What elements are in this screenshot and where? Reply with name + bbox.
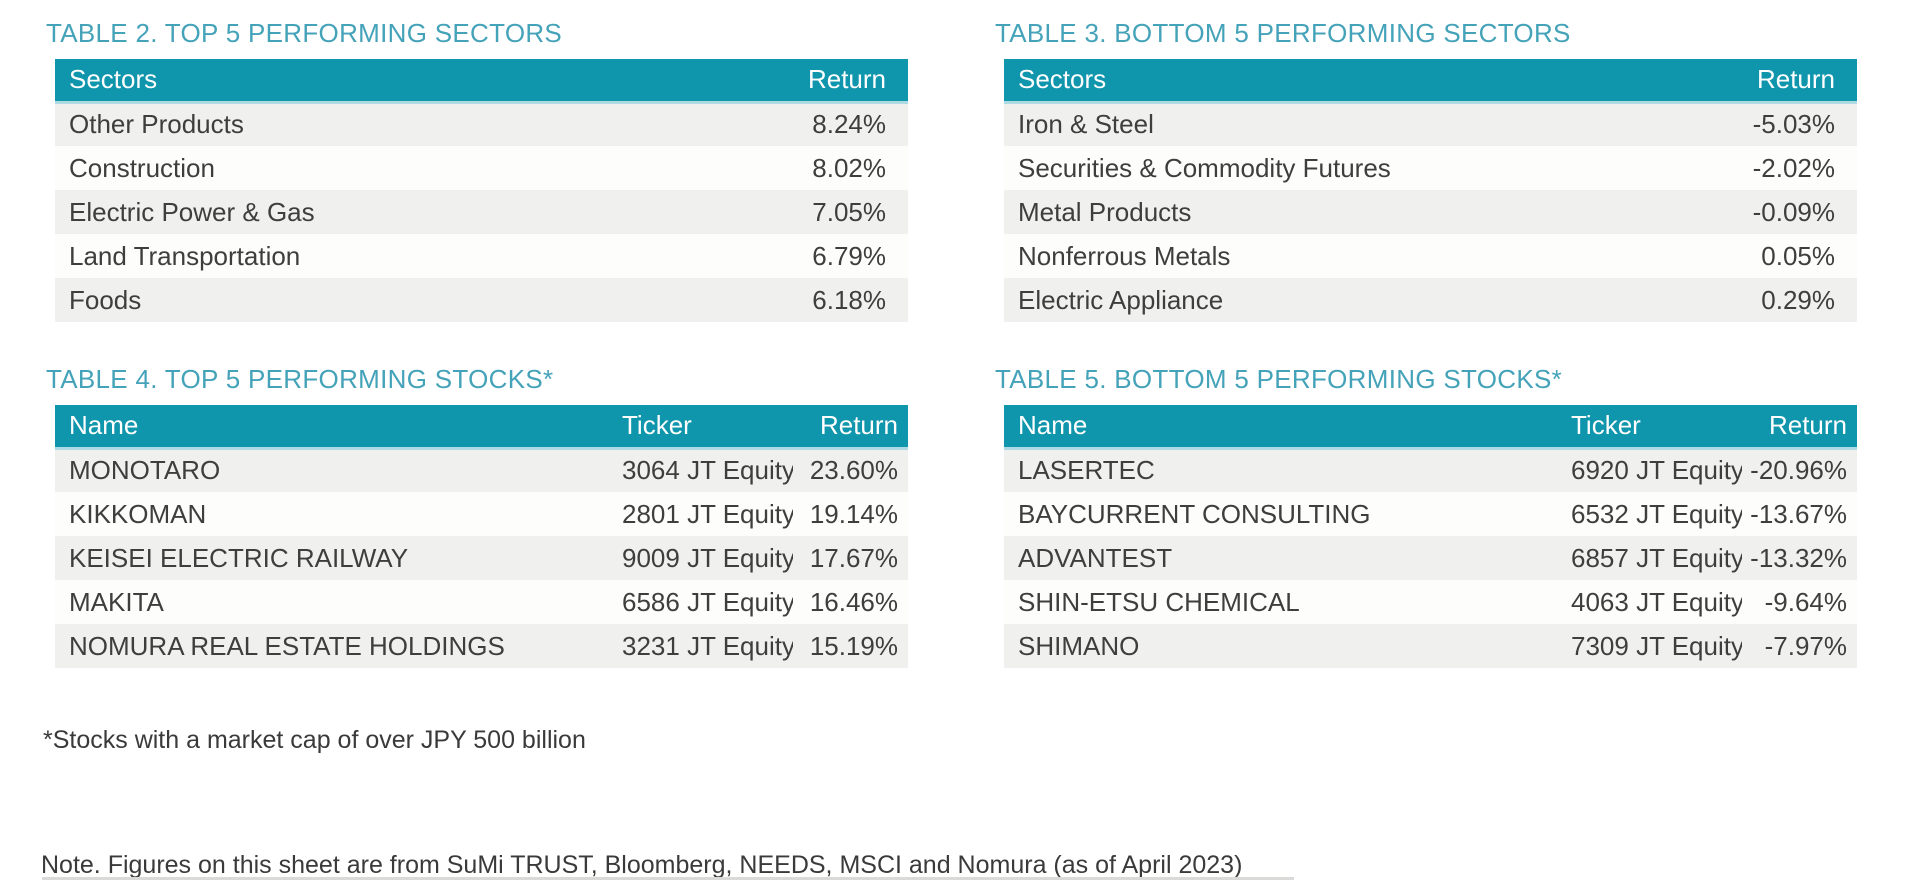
return-cell: -7.97%	[1764, 630, 1847, 661]
return-cell: -13.32%	[1750, 542, 1847, 573]
table-row: Other Products 8.24%	[55, 102, 908, 146]
return-cell: 23.60%	[809, 455, 898, 486]
table-row: KIKKOMAN 2801 JT Equity 19.14%	[55, 492, 908, 536]
ticker-cell: 2801 JT Equity	[622, 498, 793, 529]
sector-cell: Other Products	[69, 109, 244, 140]
table-header-row: Sectors Return	[1004, 59, 1857, 104]
return-cell: 0.05%	[1761, 240, 1835, 271]
ticker-cell: 6532 JT Equity	[1571, 498, 1742, 529]
column-header-name: Name	[1004, 405, 1557, 450]
return-cell: -13.67%	[1750, 498, 1847, 529]
column-header-return: Return	[1742, 405, 1857, 450]
table-row: KEISEI ELECTRIC RAILWAY 9009 JT Equity 1…	[55, 536, 908, 580]
ticker-cell: 6586 JT Equity	[622, 586, 793, 617]
name-cell: LASERTEC	[1018, 455, 1155, 486]
sector-cell: Electric Appliance	[1018, 284, 1224, 315]
table-row: MAKITA 6586 JT Equity 16.46%	[55, 580, 908, 624]
name-cell: SHIN-ETSU CHEMICAL	[1018, 586, 1300, 617]
table2-grid: Sectors Return Other Products 8.24% Cons…	[55, 59, 908, 322]
table2-top-sectors: TABLE 2. TOP 5 PERFORMING SECTORS Sector…	[46, 18, 912, 322]
table4-grid: Name Ticker Return MONOTARO 3064 JT Equi…	[55, 405, 908, 668]
name-cell: NOMURA REAL ESTATE HOLDINGS	[69, 630, 505, 661]
name-cell: KIKKOMAN	[69, 498, 207, 529]
table-header-row: Sectors Return	[55, 59, 908, 104]
table3-grid: Sectors Return Iron & Steel -5.03% Secur…	[1004, 59, 1857, 322]
footnote-source-note: Note. Figures on this sheet are from SuM…	[41, 851, 1243, 879]
ticker-cell: 6920 JT Equity	[1571, 455, 1742, 486]
return-cell: 0.29%	[1761, 284, 1835, 315]
name-cell: MAKITA	[69, 586, 164, 617]
table-row: SHIMANO 7309 JT Equity -7.97%	[1004, 624, 1857, 668]
return-cell: 6.79%	[812, 240, 886, 271]
name-cell: KEISEI ELECTRIC RAILWAY	[69, 542, 409, 573]
table-row: Metal Products -0.09%	[1004, 190, 1857, 234]
sector-cell: Metal Products	[1018, 196, 1192, 227]
footnote-market-cap: *Stocks with a market cap of over JPY 50…	[43, 726, 586, 754]
column-header-return: Return	[1657, 59, 1857, 104]
ticker-cell: 7309 JT Equity	[1571, 630, 1742, 661]
table-row: SHIN-ETSU CHEMICAL 4063 JT Equity -9.64%	[1004, 580, 1857, 624]
sector-cell: Iron & Steel	[1018, 109, 1154, 140]
ticker-cell: 3064 JT Equity	[622, 455, 793, 486]
table-row: NOMURA REAL ESTATE HOLDINGS 3231 JT Equi…	[55, 624, 908, 668]
return-cell: -0.09%	[1752, 196, 1835, 227]
name-cell: BAYCURRENT CONSULTING	[1018, 498, 1371, 529]
table-header-row: Name Ticker Return	[55, 405, 908, 450]
table-row: Land Transportation 6.79%	[55, 234, 908, 278]
table3-title: TABLE 3. BOTTOM 5 PERFORMING SECTORS	[995, 18, 1571, 48]
sector-cell: Nonferrous Metals	[1018, 240, 1231, 271]
return-cell: 8.02%	[812, 152, 886, 183]
table-row: Electric Power & Gas 7.05%	[55, 190, 908, 234]
return-cell: 17.67%	[809, 542, 898, 573]
table-row: BAYCURRENT CONSULTING 6532 JT Equity -13…	[1004, 492, 1857, 536]
ticker-cell: 6857 JT Equity	[1571, 542, 1742, 573]
return-cell: 15.19%	[809, 630, 898, 661]
column-header-ticker: Ticker	[1557, 405, 1742, 450]
ticker-cell: 4063 JT Equity	[1571, 586, 1742, 617]
table-row: LASERTEC 6920 JT Equity -20.96%	[1004, 448, 1857, 492]
table-row: ADVANTEST 6857 JT Equity -13.32%	[1004, 536, 1857, 580]
table5-bottom-stocks: TABLE 5. BOTTOM 5 PERFORMING STOCKS* Nam…	[995, 364, 1861, 668]
table5-title: TABLE 5. BOTTOM 5 PERFORMING STOCKS*	[995, 364, 1563, 394]
name-cell: ADVANTEST	[1018, 542, 1173, 573]
return-cell: -5.03%	[1752, 109, 1835, 140]
column-header-sectors: Sectors	[55, 59, 708, 104]
return-cell: 19.14%	[809, 498, 898, 529]
table-row: Securities & Commodity Futures -2.02%	[1004, 146, 1857, 190]
table4-title: TABLE 4. TOP 5 PERFORMING STOCKS*	[46, 364, 554, 394]
column-header-sectors: Sectors	[1004, 59, 1657, 104]
column-header-ticker: Ticker	[608, 405, 793, 450]
sector-cell: Electric Power & Gas	[69, 196, 315, 227]
return-cell: -9.64%	[1764, 586, 1847, 617]
table-row: Electric Appliance 0.29%	[1004, 278, 1857, 322]
table-row: Construction 8.02%	[55, 146, 908, 190]
column-header-return: Return	[793, 405, 908, 450]
table-row: Foods 6.18%	[55, 278, 908, 322]
ticker-cell: 9009 JT Equity	[622, 542, 793, 573]
bottom-divider	[42, 877, 1294, 880]
table-row: Nonferrous Metals 0.05%	[1004, 234, 1857, 278]
name-cell: MONOTARO	[69, 455, 221, 486]
table2-title: TABLE 2. TOP 5 PERFORMING SECTORS	[46, 18, 563, 48]
return-cell: 6.18%	[812, 284, 886, 315]
return-cell: 7.05%	[812, 196, 886, 227]
sector-cell: Foods	[69, 284, 142, 315]
column-header-return: Return	[708, 59, 908, 104]
name-cell: SHIMANO	[1018, 630, 1140, 661]
table-row: MONOTARO 3064 JT Equity 23.60%	[55, 448, 908, 492]
sector-cell: Construction	[69, 152, 215, 183]
sector-cell: Land Transportation	[69, 240, 301, 271]
return-cell: -20.96%	[1750, 455, 1847, 486]
table3-bottom-sectors: TABLE 3. BOTTOM 5 PERFORMING SECTORS Sec…	[995, 18, 1861, 322]
column-header-name: Name	[55, 405, 608, 450]
table5-grid: Name Ticker Return LASERTEC 6920 JT Equi…	[1004, 405, 1857, 668]
table-row: Iron & Steel -5.03%	[1004, 102, 1857, 146]
table-header-row: Name Ticker Return	[1004, 405, 1857, 450]
sector-cell: Securities & Commodity Futures	[1018, 152, 1391, 183]
table4-top-stocks: TABLE 4. TOP 5 PERFORMING STOCKS* Name T…	[46, 364, 912, 668]
ticker-cell: 3231 JT Equity	[622, 630, 793, 661]
return-cell: 16.46%	[809, 586, 898, 617]
return-cell: 8.24%	[812, 109, 886, 140]
return-cell: -2.02%	[1752, 152, 1835, 183]
